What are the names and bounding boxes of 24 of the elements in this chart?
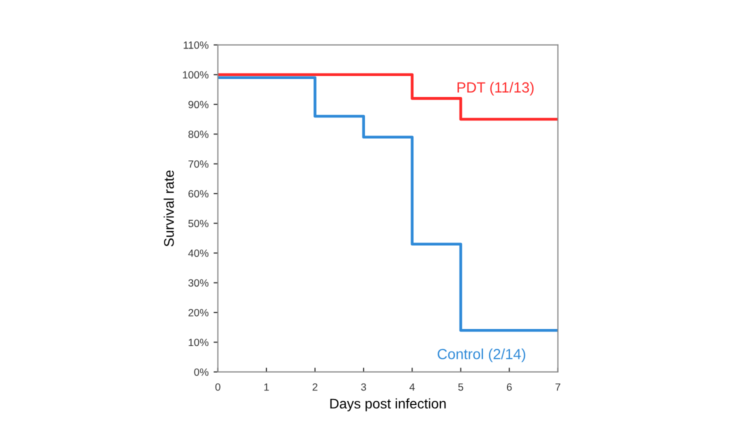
- y-tick-label: 30%: [188, 279, 208, 287]
- x-tick-label: 6: [506, 383, 512, 391]
- x-tick-label: 2: [312, 383, 318, 391]
- x-tick-label: 3: [361, 383, 366, 391]
- y-tick-label: 0%: [194, 368, 208, 376]
- x-axis-title: Days post infection: [330, 398, 446, 412]
- x-tick-label: 5: [458, 383, 464, 391]
- y-axis-title: Survival rate: [164, 170, 174, 246]
- y-tick-label: 20%: [188, 308, 208, 316]
- y-tick-label: 60%: [188, 190, 208, 198]
- x-tick-label: 4: [410, 383, 415, 391]
- x-tick-label: 7: [556, 383, 560, 391]
- y-tick-label: 110%: [184, 41, 208, 49]
- y-tick-label: 90%: [188, 100, 208, 108]
- y-tick-label: 40%: [188, 250, 208, 257]
- y-tick-label: 10%: [188, 338, 208, 346]
- x-tick-label: 0: [215, 383, 220, 391]
- y-tick-label: 80%: [188, 130, 208, 138]
- x-tick-label: 1: [264, 383, 269, 391]
- y-tick-label: 100%: [182, 71, 208, 79]
- series-label: Control (2/14): [438, 348, 526, 362]
- y-tick-label: 50%: [188, 220, 208, 228]
- y-tick-label: 70%: [188, 160, 208, 168]
- series-label: PDT (11/13): [458, 82, 534, 96]
